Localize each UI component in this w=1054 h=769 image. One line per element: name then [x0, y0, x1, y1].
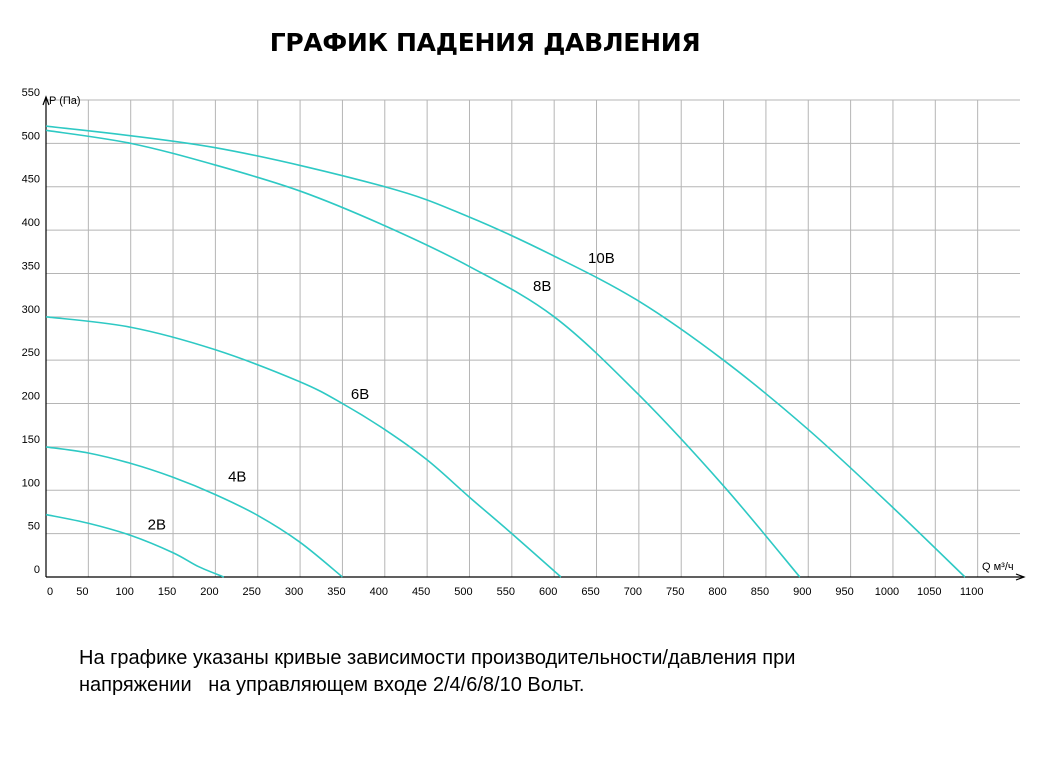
- y-tick-label: 150: [22, 434, 40, 446]
- x-tick-label: 300: [285, 586, 303, 598]
- series-label: 8В: [533, 278, 551, 295]
- pressure-drop-chart: 0 50 100 150 200 250 300 350 400 450 500 550 600 650 7…: [22, 87, 1026, 598]
- x-tick-label: 500: [454, 586, 472, 598]
- x-tick-label: 1100: [960, 586, 984, 598]
- y-tick-label: 350: [22, 260, 40, 272]
- tick-labels: 0 50 100 150 200 250 300 350 400 450 500 550 600 650 7…: [22, 87, 984, 598]
- x-tick-label: 250: [243, 586, 261, 598]
- y-tick-label: 250: [22, 347, 40, 359]
- x-tick-label: 550: [497, 586, 515, 598]
- y-tick-label: 450: [22, 174, 40, 186]
- chart-caption: На графике указаны кривые зависимости пр…: [79, 645, 979, 699]
- y-tick-label: 200: [22, 391, 40, 403]
- x-tick-label: 50: [76, 586, 88, 598]
- x-tick-label: 700: [624, 586, 642, 598]
- y-axis-label: P (Па): [49, 95, 81, 107]
- x-axis-arrow: [1015, 573, 1026, 581]
- y-axis-arrow: [42, 95, 50, 106]
- x-tick-label: 200: [200, 586, 218, 598]
- x-tick-label: 900: [793, 586, 811, 598]
- y-tick-label: 550: [22, 87, 40, 99]
- x-axis-label: Q м³/ч: [982, 561, 1014, 573]
- y-tick-label: 300: [22, 304, 40, 316]
- chart-title: ГРАФИК ПАДЕНИЯ ДАВЛЕНИЯ: [269, 28, 701, 57]
- x-tick-label: 450: [412, 586, 430, 598]
- x-tick-label: 350: [327, 586, 345, 598]
- y-tick-label: 500: [22, 130, 40, 142]
- series-line-8В: [45, 129, 801, 578]
- series-label: 6В: [351, 386, 369, 403]
- y-tick-label: 400: [22, 217, 40, 229]
- grid: [46, 99, 1020, 577]
- x-tick-label: 0: [47, 586, 53, 598]
- series-line-6В: [45, 316, 562, 578]
- x-tick-label: 850: [751, 586, 769, 598]
- x-tick-label: 950: [835, 586, 853, 598]
- series-label: 2В: [148, 516, 166, 533]
- series-line-10В: [45, 125, 966, 578]
- x-tick-label: 1000: [875, 586, 899, 598]
- x-tick-label: 650: [581, 586, 599, 598]
- caption-line-1: На графике указаны кривые зависимости пр…: [79, 647, 796, 669]
- series: 2В 4В 6В 8В 10В: [45, 125, 966, 578]
- x-tick-label: 600: [539, 586, 557, 598]
- x-tick-label: 1050: [917, 586, 941, 598]
- x-tick-label: 400: [370, 586, 388, 598]
- x-tick-label: 750: [666, 586, 684, 598]
- x-tick-label: 150: [158, 586, 176, 598]
- y-tick-label: 100: [22, 477, 40, 489]
- series-line-2В: [45, 513, 225, 578]
- x-tick-label: 100: [116, 586, 134, 598]
- series-label: 10В: [588, 250, 615, 267]
- x-tick-label: 800: [708, 586, 726, 598]
- axes: [42, 95, 1026, 581]
- series-label: 4В: [228, 469, 246, 486]
- y-tick-label: 0: [34, 564, 40, 576]
- caption-line-2: напряжении на управляющем входе 2/4/6/8/…: [79, 674, 585, 696]
- y-tick-label: 50: [28, 521, 40, 533]
- series-line-4В: [45, 446, 343, 578]
